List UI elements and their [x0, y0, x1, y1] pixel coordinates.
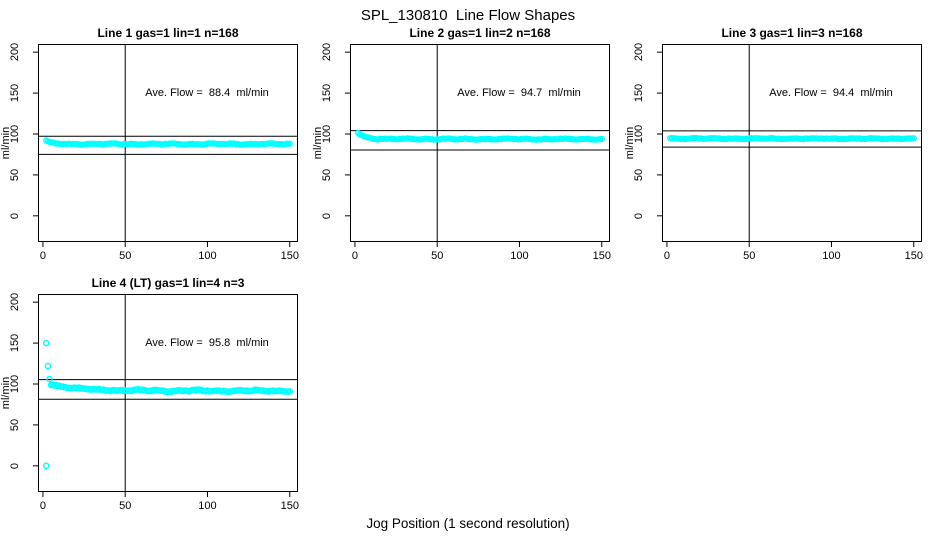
x-tick-label: 50 — [119, 500, 132, 512]
panel-title: Line 1 gas=1 lin=1 n=168 — [97, 26, 239, 40]
x-tick-label: 50 — [119, 250, 132, 262]
y-tick-label: 0 — [9, 212, 21, 219]
x-tick-label: 100 — [198, 250, 217, 262]
x-tick-label: 100 — [198, 500, 217, 512]
x-tick-label: 150 — [904, 250, 923, 262]
data-point — [286, 388, 294, 395]
x-axis-label: Jog Position (1 second resolution) — [366, 516, 570, 531]
y-tick-label: 150 — [321, 83, 333, 103]
y-tick-label: 100 — [321, 124, 333, 144]
ave-flow-annotation: Ave. Flow = 94.7 ml/min — [457, 87, 581, 99]
x-tick-label: 150 — [280, 250, 299, 262]
x-tick-label: 0 — [663, 250, 670, 262]
y-tick-label: 50 — [9, 418, 21, 432]
y-tick-label: 50 — [633, 168, 645, 182]
x-tick-label: 0 — [39, 250, 46, 262]
panel-title: Line 4 (LT) gas=1 lin=4 n=3 — [91, 276, 245, 290]
y-tick-label: 100 — [9, 374, 21, 394]
y-tick-label: 0 — [633, 212, 645, 219]
ave-flow-annotation: Ave. Flow = 95.8 ml/min — [145, 337, 269, 349]
y-tick-label: 150 — [633, 83, 645, 103]
y-tick-label: 50 — [9, 168, 21, 182]
y-tick-label: 0 — [9, 462, 21, 469]
y-tick-label: 200 — [633, 42, 645, 62]
ave-flow-annotation: Ave. Flow = 94.4 ml/min — [769, 87, 893, 99]
panel-line-3: Line 3 gas=1 lin=3 n=168 Ave. Flow = 94.… — [624, 0, 936, 262]
plot-area — [33, 294, 298, 497]
figure-title: SPL_130810 Line Flow Shapes — [360, 7, 576, 24]
x-tick-label: 50 — [431, 250, 444, 262]
x-tick-label: 50 — [743, 250, 756, 262]
x-tick-label: 100 — [510, 250, 529, 262]
data-point — [42, 339, 50, 347]
panel-line-1: Line 1 gas=1 lin=1 n=168 Ave. Flow = 88.… — [0, 0, 312, 262]
y-tick-label: 100 — [9, 124, 21, 144]
x-tick-label: 0 — [351, 250, 358, 262]
data-point — [910, 135, 917, 142]
data-point — [598, 135, 605, 143]
y-tick-label: 100 — [633, 124, 645, 144]
y-tick-label: 0 — [321, 212, 333, 219]
data-point — [44, 362, 52, 370]
data-point — [42, 462, 50, 470]
x-tick-label: 150 — [280, 500, 299, 512]
y-tick-label: 200 — [9, 42, 21, 62]
y-tick-label: 200 — [321, 42, 333, 62]
ave-flow-annotation: Ave. Flow = 88.4 ml/min — [145, 87, 269, 99]
panel-line-2: Line 2 gas=1 lin=2 n=168 Ave. Flow = 94.… — [312, 0, 624, 262]
plot-area — [657, 44, 922, 247]
plot-area — [345, 44, 610, 247]
panel-title: Line 3 gas=1 lin=3 n=168 — [721, 26, 863, 40]
plot-area — [33, 44, 298, 247]
data-point — [286, 140, 293, 147]
x-tick-label: 100 — [822, 250, 841, 262]
y-tick-label: 200 — [9, 292, 21, 312]
x-tick-label: 150 — [592, 250, 611, 262]
data-point — [46, 375, 53, 383]
panel-line-4: Line 4 (LT) gas=1 lin=4 n=3 Ave. Flow = … — [0, 250, 312, 512]
y-tick-label: 150 — [9, 333, 21, 353]
y-tick-label: 50 — [321, 168, 333, 182]
x-tick-label: 0 — [39, 500, 46, 512]
panel-title: Line 2 gas=1 lin=2 n=168 — [409, 26, 551, 40]
y-tick-label: 150 — [9, 83, 21, 103]
